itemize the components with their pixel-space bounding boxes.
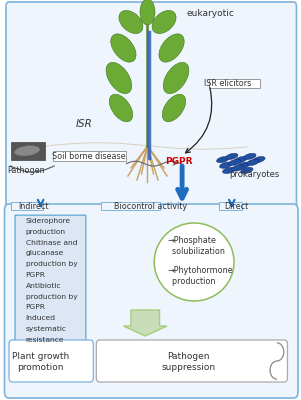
Ellipse shape (109, 94, 133, 122)
FancyArrowPatch shape (185, 88, 212, 153)
Text: ISR elicitors: ISR elicitors (204, 80, 251, 88)
Text: Plant growth
promotion: Plant growth promotion (12, 352, 69, 372)
FancyBboxPatch shape (219, 202, 242, 210)
Text: Antibiotic: Antibiotic (26, 283, 61, 289)
FancyBboxPatch shape (209, 79, 260, 88)
Ellipse shape (244, 153, 256, 160)
Text: systematic: systematic (26, 326, 67, 332)
Ellipse shape (159, 34, 184, 62)
Text: prokaryotes: prokaryotes (229, 170, 279, 178)
Ellipse shape (234, 156, 247, 163)
Text: PGPR: PGPR (165, 158, 192, 166)
Text: glucanase: glucanase (26, 250, 64, 256)
Text: →Phosphate
  solubilization: →Phosphate solubilization (167, 236, 225, 256)
Ellipse shape (253, 156, 265, 163)
Ellipse shape (111, 34, 136, 62)
FancyBboxPatch shape (11, 142, 45, 160)
Text: production: production (26, 229, 66, 235)
FancyBboxPatch shape (11, 202, 43, 210)
Text: Soil borne disease: Soil borne disease (52, 152, 126, 161)
Ellipse shape (247, 159, 259, 166)
Text: Biocontrol activity: Biocontrol activity (114, 202, 188, 211)
FancyBboxPatch shape (9, 340, 93, 382)
Text: Pathogen: Pathogen (7, 166, 45, 175)
Ellipse shape (152, 10, 176, 34)
Ellipse shape (106, 62, 132, 94)
Text: PGPR: PGPR (26, 304, 45, 310)
Ellipse shape (14, 146, 40, 156)
FancyBboxPatch shape (53, 151, 126, 161)
Text: Siderophore: Siderophore (26, 218, 71, 224)
Ellipse shape (140, 0, 155, 25)
FancyBboxPatch shape (96, 340, 287, 382)
Polygon shape (123, 310, 167, 336)
Text: PGPR: PGPR (26, 272, 45, 278)
Text: eukaryotic: eukaryotic (187, 10, 234, 18)
FancyBboxPatch shape (101, 202, 160, 210)
Ellipse shape (237, 162, 250, 168)
Text: Direct: Direct (224, 202, 249, 211)
Ellipse shape (163, 62, 189, 94)
Ellipse shape (219, 162, 232, 168)
Text: Chitinase and: Chitinase and (26, 240, 77, 246)
Text: Indirect: Indirect (18, 202, 48, 211)
Ellipse shape (154, 223, 234, 301)
Ellipse shape (119, 10, 143, 34)
Text: production by: production by (26, 261, 77, 267)
Text: Induced: Induced (26, 315, 56, 321)
Ellipse shape (240, 167, 253, 174)
Text: production by: production by (26, 294, 77, 300)
Text: resistance: resistance (26, 337, 64, 343)
Ellipse shape (231, 165, 244, 171)
Polygon shape (9, 215, 92, 374)
Text: Pathogen
suppression: Pathogen suppression (161, 352, 215, 372)
Ellipse shape (228, 159, 241, 166)
Ellipse shape (225, 153, 238, 160)
FancyBboxPatch shape (5, 204, 298, 398)
FancyBboxPatch shape (6, 2, 296, 210)
Ellipse shape (222, 167, 235, 174)
Ellipse shape (162, 94, 186, 122)
Ellipse shape (216, 156, 229, 163)
Text: ISR: ISR (75, 119, 92, 129)
Text: →Phytohormone
  production: →Phytohormone production (167, 266, 233, 286)
